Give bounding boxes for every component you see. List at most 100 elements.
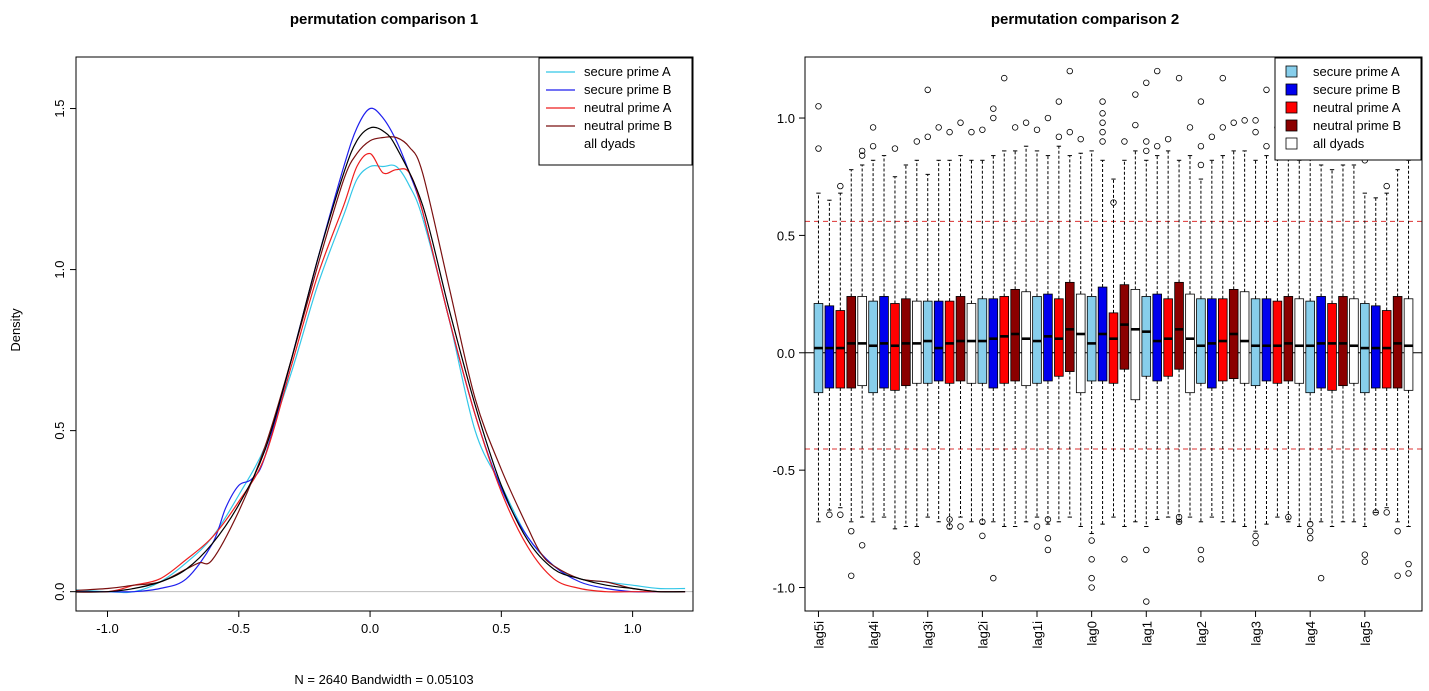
box-lag4-3 (1338, 164, 1348, 523)
box-body (1250, 298, 1261, 387)
box-lag3i-0 (922, 86, 933, 518)
box-lag4i-2 (890, 145, 900, 530)
box-outlier (979, 126, 986, 133)
panel2-boxes (813, 67, 1414, 605)
panel2-y-tick-label: 0.0 (777, 346, 795, 361)
box-outlier (1175, 513, 1183, 521)
panel2-legend-swatch (1285, 101, 1298, 114)
box-lag5i-1 (824, 199, 835, 518)
panel2-legend-label: secure prime A (1313, 64, 1400, 79)
box-lag5-1 (1370, 197, 1381, 516)
box-lag3-0 (1250, 117, 1261, 547)
box-outlier (1317, 574, 1325, 582)
box-outlier (990, 105, 997, 112)
box-outlier (913, 138, 921, 145)
box-outlier (1099, 98, 1106, 105)
box-outlier (1132, 121, 1139, 129)
box-outlier (1197, 143, 1205, 150)
panel1-title: permutation comparison 1 (290, 11, 478, 28)
panel2-legend-swatch (1285, 119, 1298, 132)
box-lag3i-2 (944, 128, 955, 530)
box-outlier (1044, 114, 1052, 122)
box-outlier (1099, 128, 1106, 136)
panel1-legend-box (538, 57, 693, 166)
box-outlier (1099, 119, 1106, 126)
box-outlier (1143, 138, 1150, 145)
box-outlier (1252, 117, 1259, 124)
box-lag4-4 (1349, 147, 1359, 523)
panel2-legend-label: secure prime B (1313, 82, 1400, 97)
box-outlier (1110, 199, 1117, 206)
box-lag1i-4 (1075, 135, 1086, 527)
panel1-x-tick-label: 1.0 (624, 621, 642, 636)
box-lag4i-3 (901, 164, 911, 527)
box-body (1196, 298, 1206, 384)
box-outlier (1186, 124, 1194, 131)
density-panel: permutation comparison 1 Density N = 264… (8, 11, 694, 687)
box-lag3-1 (1261, 86, 1272, 525)
box-body (1349, 298, 1359, 384)
density-line-secure-prime-B (76, 107, 686, 593)
panel1-legend: secure prime A secure prime B neutral prim… (538, 57, 693, 166)
box-lag5-0 (1360, 157, 1370, 565)
box-lag0-0 (1086, 150, 1097, 591)
box-lag1i-2 (1054, 98, 1064, 523)
box-outlier (924, 133, 931, 141)
box-body (1152, 293, 1162, 382)
box-outlier (1033, 523, 1041, 530)
panel1-axes: -1.0 -0.5 0.0 0.5 1.0 0.0 0.5 1.0 1.5 (52, 99, 642, 636)
panel2-title: permutation comparison 2 (991, 11, 1179, 28)
box-outlier (1285, 513, 1292, 521)
box-outlier (1154, 143, 1161, 150)
box-outlier (1394, 572, 1401, 579)
box-outlier (1361, 551, 1369, 558)
panel2-axes: -1.0 -0.5 0.0 0.5 1.0 lag5i lag4i lag3i lag2i lag… (773, 111, 1373, 648)
box-lag2i-0 (977, 126, 988, 540)
box-outlier (1001, 74, 1008, 82)
panel1-x-tick-label: 0.0 (361, 621, 379, 636)
panel2-y-tick-label: -1.0 (773, 581, 795, 596)
box-outlier (957, 523, 964, 530)
box-outlier (1252, 539, 1259, 547)
box-outlier (1143, 546, 1150, 554)
box-lag4-0 (1305, 114, 1315, 542)
box-body (1283, 296, 1294, 382)
panel2-legend-label: neutral prime B (1313, 118, 1401, 133)
box-outlier (1208, 133, 1216, 141)
box-outlier (1099, 110, 1106, 117)
box-lag0-4 (1130, 91, 1141, 523)
panel2-x-tick-label: lag2 (1194, 621, 1209, 646)
box-lag1-2 (1163, 135, 1173, 518)
box-outlier (1088, 556, 1095, 563)
panel1-y-tick-label: 0.0 (52, 583, 67, 601)
box-lag2-2 (1218, 74, 1228, 523)
box-body (955, 296, 966, 382)
box-lag4-2 (1327, 169, 1337, 527)
density-line-all-dyads (76, 126, 686, 593)
box-body (1119, 284, 1130, 370)
box-outlier (1121, 556, 1128, 563)
box-lag1-1 (1152, 67, 1162, 520)
box-lag1i-1 (1043, 114, 1053, 554)
box-body (1327, 303, 1337, 391)
box-outlier (1044, 546, 1052, 554)
box-body (1272, 300, 1283, 384)
density-line-secure-prime-A (76, 164, 686, 594)
panel2-legend-label: neutral prime A (1313, 100, 1401, 115)
box-outlier (1306, 535, 1314, 542)
box-outlier (1033, 126, 1041, 133)
box-outlier (1143, 598, 1150, 605)
box-body (933, 300, 944, 382)
panel2-plot-frame (804, 56, 1423, 612)
box-body (1141, 296, 1152, 377)
panel1-y-tick-label: 0.5 (52, 422, 67, 440)
box-outlier (1121, 138, 1128, 145)
box-outlier (1197, 98, 1205, 105)
box-body (1174, 281, 1184, 370)
box-lag4i-0 (868, 124, 878, 523)
box-body (966, 303, 977, 384)
box-outlier (990, 114, 997, 122)
box-outlier (1143, 147, 1150, 155)
box-lag5i-4 (857, 147, 867, 549)
box-outlier (1011, 124, 1019, 131)
